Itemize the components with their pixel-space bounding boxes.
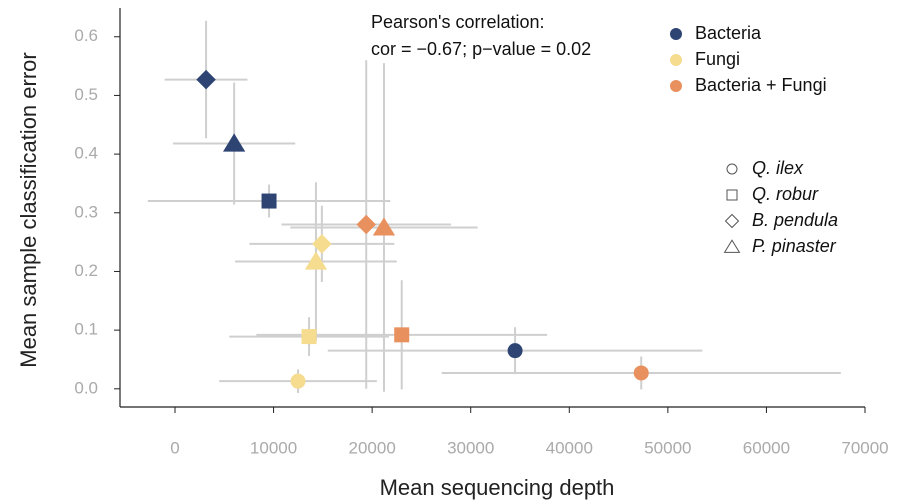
legend-label: Fungi xyxy=(695,49,740,69)
y-tick-label: 0.6 xyxy=(74,26,98,45)
point xyxy=(394,327,410,343)
y-tick-label: 0.1 xyxy=(74,320,98,339)
point xyxy=(261,193,277,209)
y-tick-label: 0.2 xyxy=(74,261,98,280)
legend-shape xyxy=(724,213,740,229)
legend-shape xyxy=(726,189,738,201)
legend-marker xyxy=(670,28,682,40)
x-tick-label: 10000 xyxy=(250,438,297,457)
legend-label: Q. ilex xyxy=(752,158,804,178)
x-tick-label: 70000 xyxy=(841,438,888,457)
point xyxy=(196,69,216,90)
x-tick-label: 0 xyxy=(170,438,179,457)
x-tick-label: 60000 xyxy=(743,438,790,457)
point xyxy=(633,365,649,381)
annotation: Pearson's correlation: xyxy=(371,12,545,32)
legend-label: P. pinaster xyxy=(752,236,837,256)
legend-marker xyxy=(670,80,682,92)
y-tick-label: 0.4 xyxy=(74,144,98,163)
x-tick-label: 20000 xyxy=(349,438,396,457)
point xyxy=(312,234,332,254)
x-axis-label: Mean sequencing depth xyxy=(380,475,615,500)
point xyxy=(290,373,306,389)
point xyxy=(304,251,328,270)
y-axis-label: Mean sample classification error xyxy=(16,52,41,367)
x-tick-label: 30000 xyxy=(447,438,494,457)
legend-label: Q. robur xyxy=(752,184,819,204)
legend-shape xyxy=(723,239,741,253)
x-tick-label: 50000 xyxy=(644,438,691,457)
y-tick-label: 0.0 xyxy=(74,378,98,397)
legend-label: B. pendula xyxy=(752,210,838,230)
y-tick-label: 0.5 xyxy=(74,85,98,104)
legend-label: Bacteria xyxy=(695,23,762,43)
legend-shape xyxy=(726,163,738,175)
point xyxy=(223,133,246,152)
legend-label: Bacteria + Fungi xyxy=(695,75,827,95)
point xyxy=(301,329,317,345)
legend-marker xyxy=(670,54,682,66)
point xyxy=(507,343,523,359)
point xyxy=(372,217,396,236)
x-tick-label: 40000 xyxy=(546,438,593,457)
y-tick-label: 0.3 xyxy=(74,202,98,221)
annotation: cor = −0.67; p−value = 0.02 xyxy=(371,39,591,59)
point xyxy=(356,214,376,235)
